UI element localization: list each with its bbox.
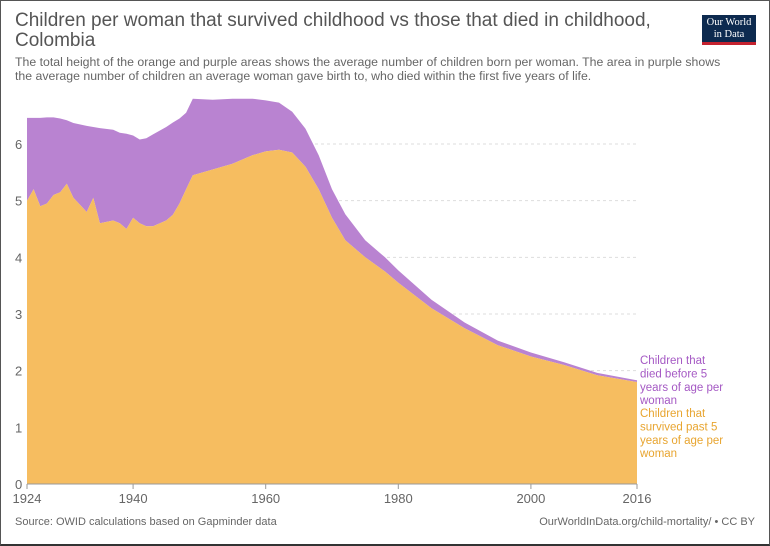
source-note: Source: OWID calculations based on Gapmi…	[15, 516, 277, 528]
legend-survived-label: Children that	[640, 408, 706, 420]
area-died-before-5	[27, 98, 637, 382]
x-tick-label: 1980	[384, 491, 413, 506]
legend-survived-label: survived past 5	[640, 421, 717, 433]
logo-line-2: in Data	[713, 28, 745, 40]
y-tick-label: 2	[15, 364, 22, 379]
x-tick-label: 2000	[516, 491, 545, 506]
area-series	[27, 98, 637, 484]
y-tick-label: 6	[15, 137, 22, 152]
x-tick-label: 1960	[251, 491, 280, 506]
chart-title: Children per woman that survived childho…	[15, 10, 651, 51]
legend-died-label: woman	[639, 395, 677, 407]
y-tick-label: 1	[15, 420, 22, 435]
legend-died-label: years of age per	[640, 382, 723, 394]
legend-died-label: died before 5	[640, 368, 707, 380]
x-tick-label: 1924	[13, 491, 42, 506]
y-axis-ticks: 0 1 2 3 4 5 6	[15, 137, 22, 492]
y-tick-label: 0	[15, 477, 22, 492]
x-tick-label: 1940	[119, 491, 148, 506]
area-survived-past-5	[27, 149, 637, 484]
x-tick-label: 2016	[623, 491, 652, 506]
credit-link[interactable]: OurWorldInData.org/child-mortality/ • CC…	[539, 516, 755, 528]
y-tick-label: 3	[15, 307, 22, 322]
y-tick-label: 4	[15, 250, 22, 265]
y-tick-label: 5	[15, 194, 22, 209]
x-axis-ticks: 1924 1940 1960 1980 2000 2016	[13, 484, 652, 506]
chart-subtitle: The total height of the orange and purpl…	[15, 55, 721, 83]
legend-died-label: Children that	[640, 355, 706, 367]
legend-survived-label: years of age per	[640, 435, 723, 447]
logo-line-1: Our World	[706, 17, 752, 28]
owid-logo[interactable]: Our World in Data	[702, 15, 756, 45]
legend-survived-label: woman	[639, 448, 677, 460]
